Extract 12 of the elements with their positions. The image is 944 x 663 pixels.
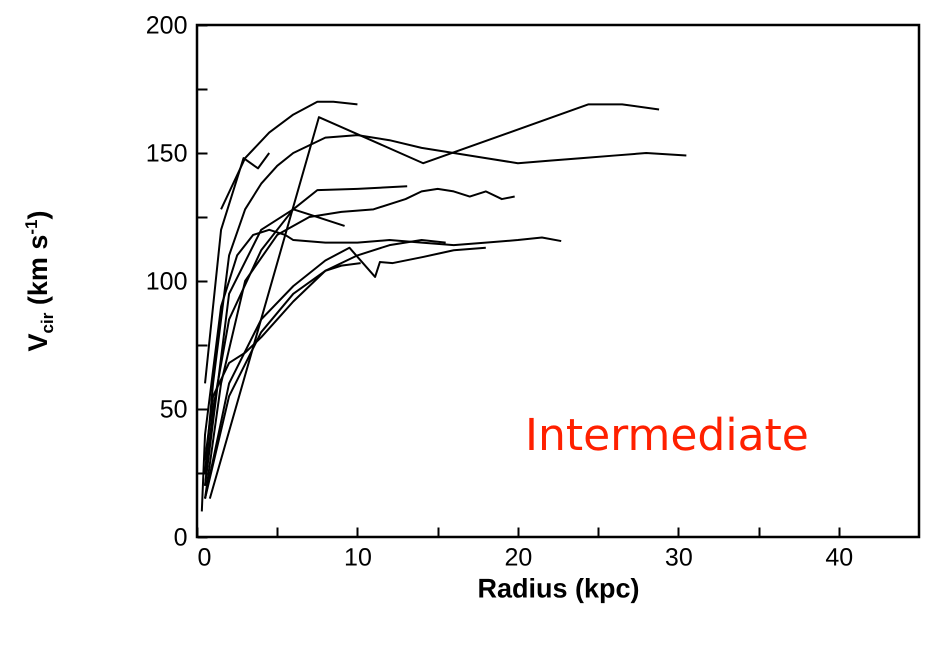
y-tick-label: 50 <box>160 396 188 424</box>
y-tick-label: 0 <box>174 524 188 552</box>
x-tick-label: 0 <box>198 544 212 572</box>
x-tick-label: 30 <box>664 544 693 572</box>
annotation: Intermediate <box>525 410 809 461</box>
x-axis-title: Radius (kpc) <box>477 574 640 604</box>
y-tick-label: 100 <box>146 268 188 296</box>
x-tick-label: 20 <box>504 544 532 572</box>
y-tick-label: 200 <box>146 12 188 40</box>
y-tick-label: 150 <box>146 140 188 168</box>
x-tick-label: 40 <box>825 544 854 572</box>
x-tick-label: 10 <box>344 544 372 572</box>
